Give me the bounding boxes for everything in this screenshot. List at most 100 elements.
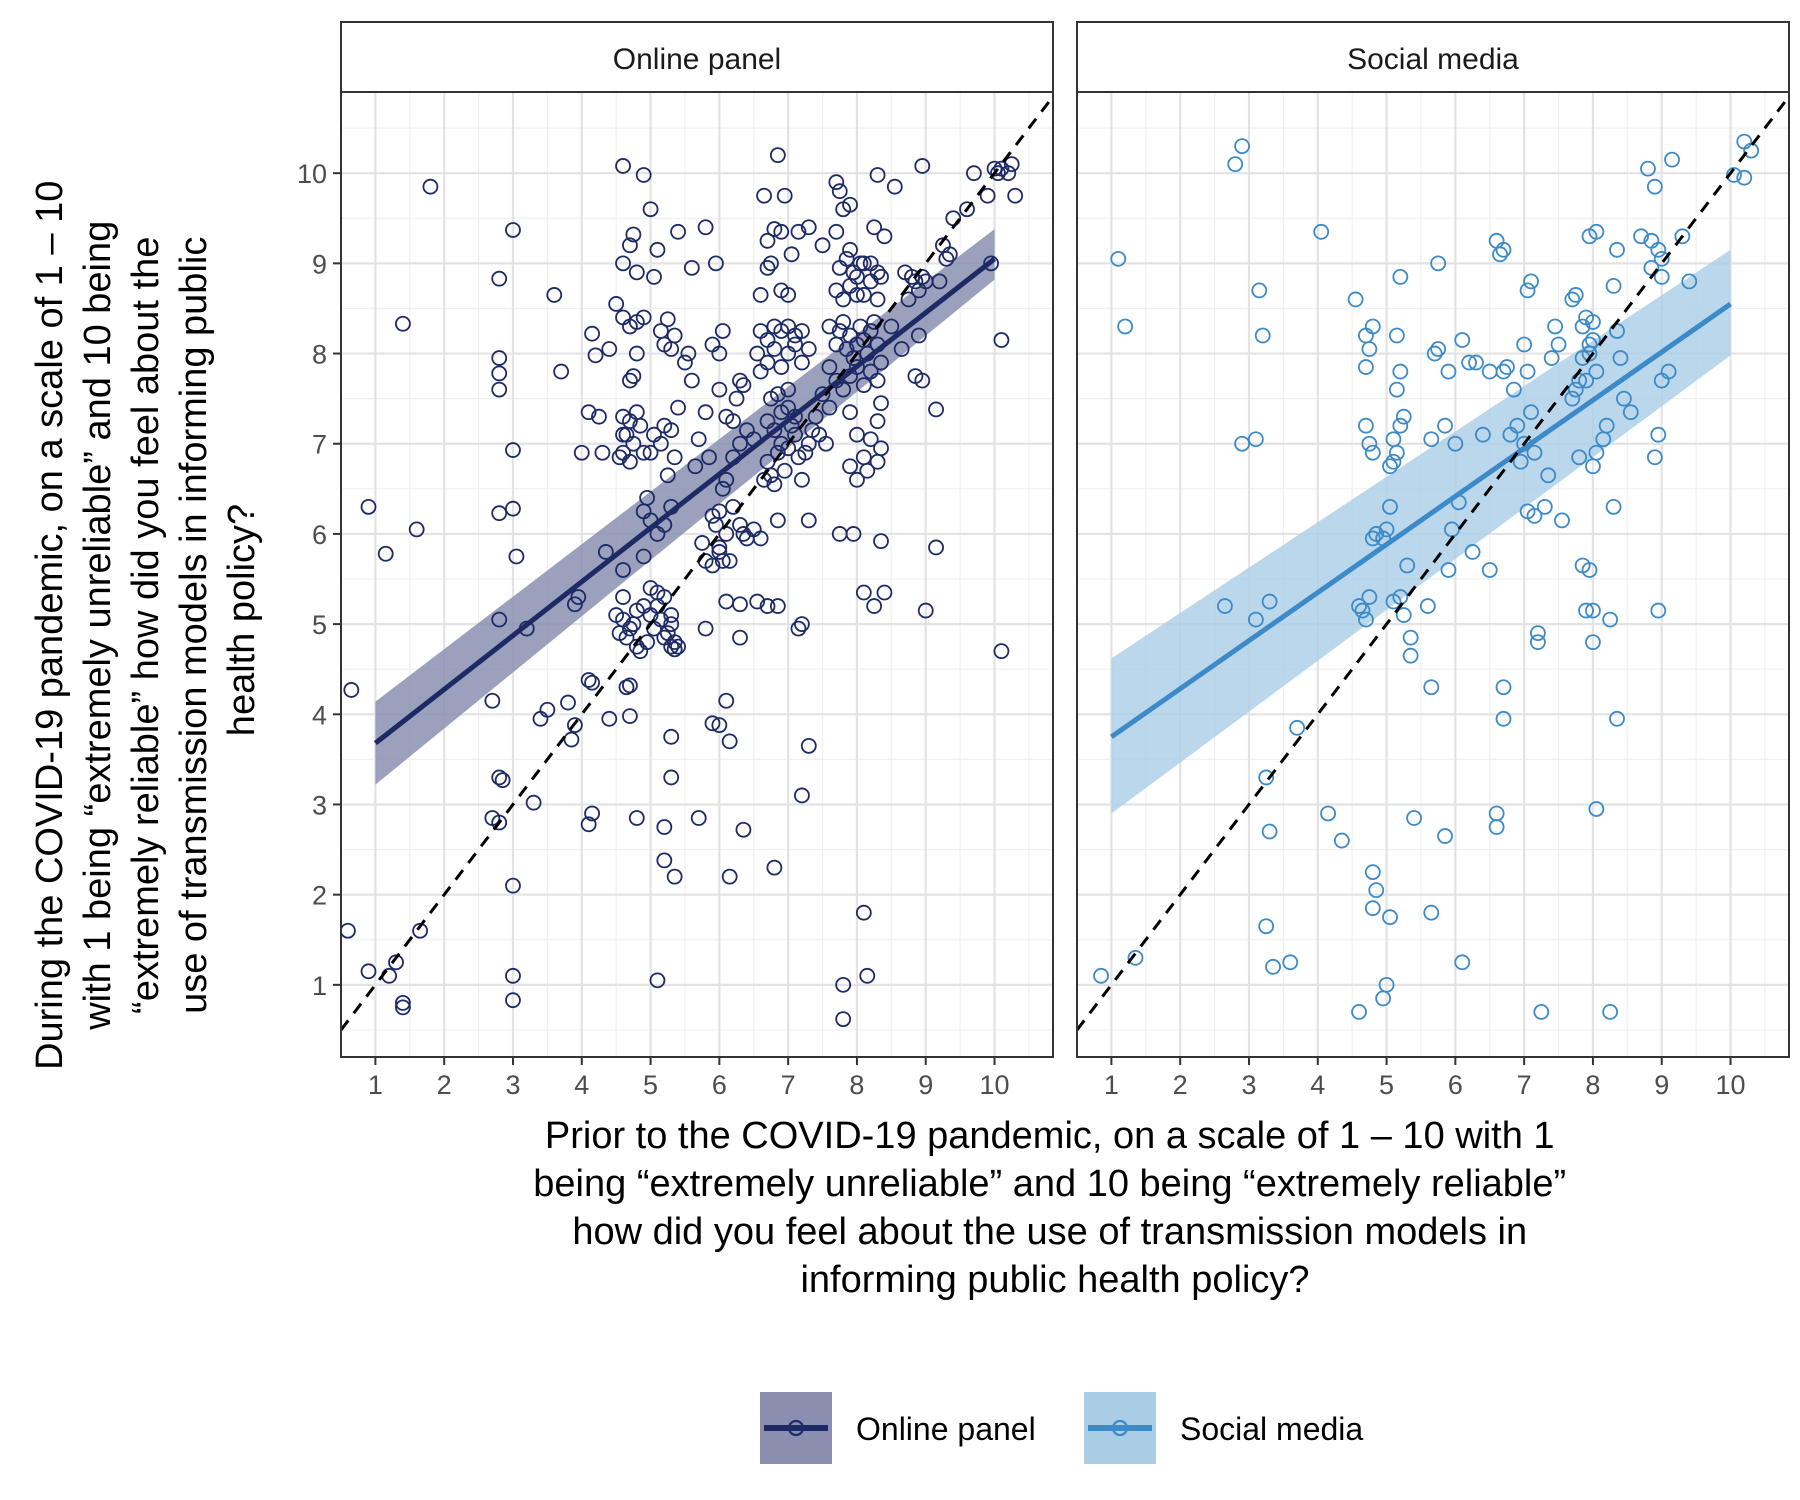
data-point-social-media — [1347, 291, 1364, 308]
data-point-online-panel — [869, 167, 886, 183]
data-point-social-media — [1523, 404, 1539, 421]
data-point-social-media — [1351, 598, 1367, 614]
x-tick-label: 9 — [918, 1070, 933, 1100]
y-tick-label: 8 — [312, 340, 327, 370]
data-point-online-panel — [800, 737, 817, 754]
data-point-online-panel — [622, 708, 638, 724]
data-point-online-panel — [563, 731, 580, 748]
data-point-online-panel — [773, 359, 790, 375]
data-point-social-media — [1392, 363, 1409, 380]
data-point-online-panel — [835, 314, 852, 330]
data-point-online-panel — [776, 462, 793, 479]
data-point-online-panel — [601, 341, 618, 357]
data-point-online-panel — [721, 553, 738, 569]
y-axis-title-line-2: with 1 being “extremely unreliable” and … — [77, 221, 119, 1031]
data-point-social-media — [1640, 160, 1656, 177]
data-point-online-panel — [986, 160, 1003, 177]
x-tick-label: 4 — [1310, 1070, 1325, 1100]
y-tick-label: 7 — [312, 430, 327, 460]
data-point-online-panel — [615, 158, 631, 174]
y-axis-title-line-1: During the COVID-19 pandemic, on a scale… — [29, 181, 71, 1070]
data-point-social-media — [1533, 1004, 1550, 1020]
data-point-online-panel — [718, 692, 735, 709]
data-point-social-media — [1375, 990, 1392, 1007]
data-point-online-panel — [800, 219, 817, 236]
legend-item-online-panel: Online panel — [760, 1392, 1036, 1464]
data-point-online-panel — [1000, 165, 1017, 182]
data-point-social-media — [1358, 611, 1374, 628]
data-point-social-media — [1234, 435, 1251, 452]
data-point-social-media — [1227, 156, 1244, 173]
data-point-social-media — [1454, 954, 1471, 971]
reference-line-social-media — [1077, 95, 1789, 1031]
data-point-online-panel — [862, 323, 879, 339]
data-point-online-panel — [635, 444, 652, 461]
data-point-social-media — [1358, 359, 1374, 375]
data-point-online-panel — [587, 347, 604, 364]
data-point-online-panel — [618, 426, 635, 443]
data-point-online-panel — [659, 467, 676, 484]
data-point-online-panel — [873, 533, 889, 550]
data-point-online-panel — [412, 922, 429, 939]
data-point-online-panel — [776, 187, 793, 204]
data-point-online-panel — [718, 593, 735, 610]
data-point-social-media — [1382, 498, 1398, 515]
data-point-online-panel — [491, 611, 508, 628]
x-tick-label: 4 — [574, 1070, 589, 1100]
data-point-social-media — [1526, 507, 1543, 524]
data-point-online-panel — [659, 311, 676, 328]
data-point-online-panel — [656, 819, 673, 835]
data-point-online-panel — [732, 372, 748, 389]
data-point-online-panel — [683, 372, 700, 389]
data-point-social-media — [1388, 381, 1405, 398]
x-tick-label: 6 — [1448, 1070, 1463, 1100]
data-point-online-panel — [663, 638, 680, 655]
x-tick-label: 6 — [712, 1070, 727, 1100]
data-point-online-panel — [494, 772, 511, 789]
data-point-social-media — [1364, 318, 1381, 335]
data-point-online-panel — [787, 336, 803, 353]
data-point-online-panel — [873, 268, 889, 285]
data-point-online-panel — [622, 677, 638, 694]
data-point-online-panel — [505, 222, 521, 238]
data-point-online-panel — [625, 226, 642, 243]
data-point-social-media — [1581, 562, 1598, 578]
data-point-online-panel — [794, 616, 810, 633]
data-point-social-media — [1378, 976, 1395, 993]
data-point-online-panel — [711, 717, 728, 734]
y-tick-label: 5 — [312, 610, 327, 640]
data-point-social-media — [1681, 273, 1698, 290]
x-axis-title-line-2: being “extremely unreliable” and 10 bein… — [533, 1163, 1566, 1205]
reference-line-online-panel — [341, 95, 1053, 1031]
data-point-social-media — [1385, 453, 1402, 470]
data-point-social-media — [1481, 562, 1498, 578]
data-point-online-panel — [649, 241, 666, 258]
data-point-online-panel — [842, 241, 858, 258]
data-point-social-media — [1093, 967, 1109, 984]
data-point-online-panel — [491, 350, 508, 366]
data-point-online-panel — [752, 287, 769, 303]
data-point-social-media — [1217, 598, 1233, 614]
data-point-online-panel — [491, 814, 508, 831]
data-point-online-panel — [395, 315, 411, 332]
data-point-social-media — [1615, 390, 1632, 407]
data-point-online-panel — [849, 359, 865, 375]
data-point-online-panel — [505, 500, 521, 517]
data-point-social-media — [1585, 314, 1601, 330]
data-point-social-media — [1364, 444, 1381, 461]
data-point-online-panel — [893, 341, 910, 357]
data-point-online-panel — [642, 444, 659, 461]
data-point-online-panel — [666, 327, 683, 344]
data-point-online-panel — [628, 264, 645, 281]
data-point-online-panel — [491, 365, 508, 382]
data-point-social-media — [1571, 449, 1588, 466]
data-point-social-media — [1602, 1004, 1619, 1020]
data-point-social-media — [1395, 408, 1412, 425]
data-point-online-panel — [842, 404, 858, 421]
data-point-online-panel — [759, 598, 776, 614]
data-point-social-media — [1358, 417, 1374, 434]
data-point-social-media — [1660, 363, 1677, 380]
data-point-online-panel — [794, 323, 810, 339]
data-point-online-panel — [628, 810, 645, 826]
